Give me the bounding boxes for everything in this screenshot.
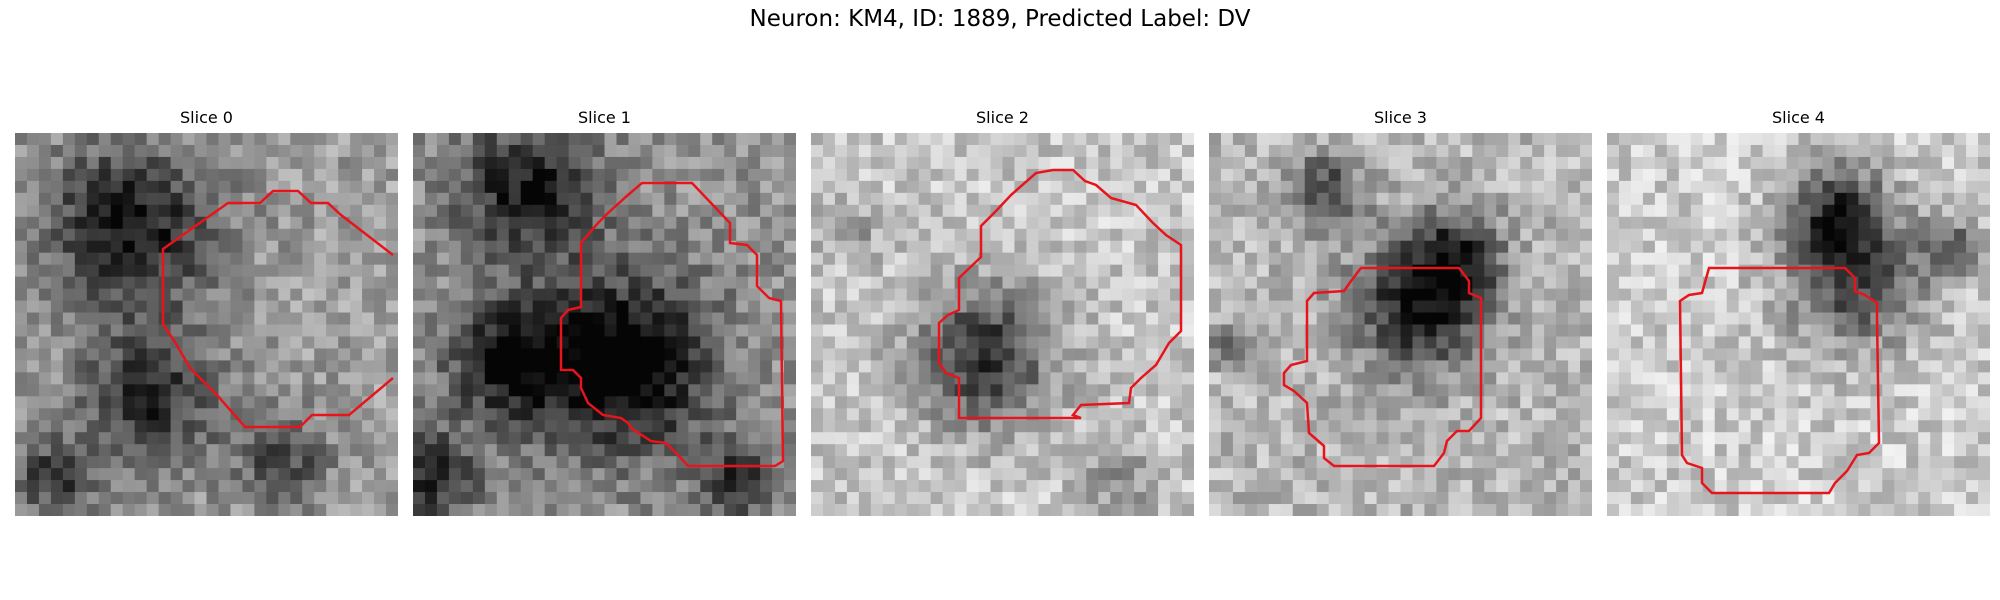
slice-svg — [15, 133, 398, 516]
slice-title: Slice 1 — [578, 108, 631, 127]
roi-contour — [559, 181, 785, 468]
roi-contour — [161, 189, 394, 429]
slice-panel-2: Slice 2 — [811, 105, 1194, 516]
slice-image — [1607, 133, 1990, 516]
figure-title: Neuron: KM4, ID: 1889, Predicted Label: … — [749, 6, 1251, 32]
roi-contour — [1678, 266, 1881, 495]
slice-svg — [1209, 133, 1592, 516]
slice-svg — [413, 133, 796, 516]
slice-image — [413, 133, 796, 516]
slice-panel-0: Slice 0 — [15, 105, 398, 516]
slice-title: Slice 3 — [1374, 108, 1427, 127]
roi-contour — [1282, 266, 1483, 468]
slice-svg — [811, 133, 1194, 516]
slice-panel-4: Slice 4 — [1607, 105, 1990, 516]
slice-panel-3: Slice 3 — [1209, 105, 1592, 516]
slice-image — [811, 133, 1194, 516]
slice-panel-1: Slice 1 — [413, 105, 796, 516]
slice-image — [1209, 133, 1592, 516]
slice-image — [15, 133, 398, 516]
slice-title: Slice 4 — [1772, 108, 1825, 127]
slice-title: Slice 2 — [976, 108, 1029, 127]
slice-title: Slice 0 — [180, 108, 233, 127]
slice-svg — [1607, 133, 1990, 516]
roi-contour — [937, 168, 1183, 420]
